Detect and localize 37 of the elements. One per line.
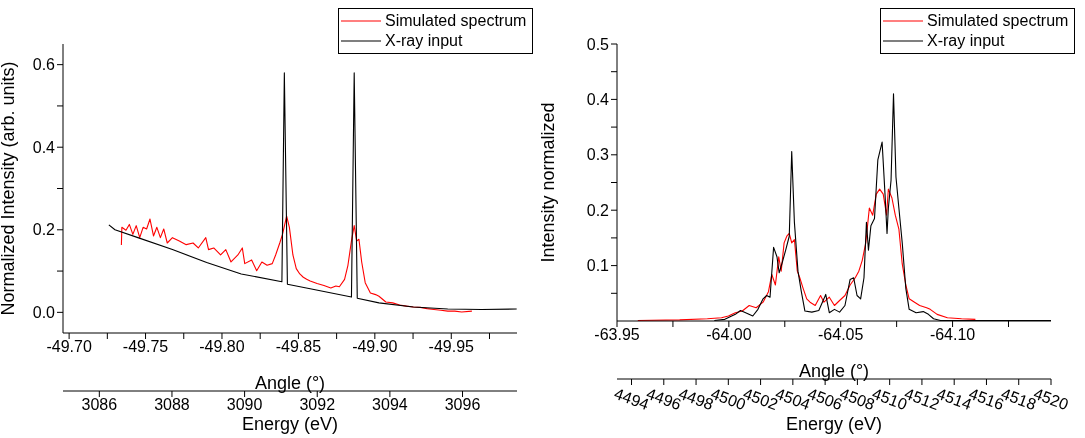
x-tick-label: -49.75 <box>122 338 169 356</box>
x2-axis-title: Energy (eV) <box>785 414 883 434</box>
y-tick-label: 0.5 <box>586 35 610 53</box>
x2-tick-label: 3096 <box>444 396 481 414</box>
x2-tick-label: 3092 <box>299 396 336 414</box>
x-tick-label: -49.80 <box>199 338 245 356</box>
line-series <box>120 215 473 313</box>
legend-label: Simulated spectrum <box>927 11 1069 31</box>
x2-tick-label: 3094 <box>372 396 408 414</box>
y-tick-label: 0.0 <box>32 304 56 322</box>
x-tick-label: -64.00 <box>706 326 752 344</box>
x-tick-label: -64.05 <box>818 326 864 344</box>
y-tick-label: 0.6 <box>32 56 56 74</box>
x-tick-label: -64.10 <box>929 326 976 344</box>
legend-label: Simulated spectrum <box>385 11 527 31</box>
x2-tick-label: 3088 <box>154 396 190 414</box>
y-tick-label: 0.2 <box>586 201 610 219</box>
x2-tick-label: 3086 <box>81 396 118 414</box>
y-axis-title: Normalized Intensity (arb. units) <box>0 61 19 316</box>
y-tick-label: 0.1 <box>586 257 610 275</box>
y-tick-label: 0.4 <box>586 91 610 109</box>
x-tick-label: -49.70 <box>46 338 92 356</box>
x-axis-title: Angle (°) <box>254 373 326 393</box>
y-axis-title: Intensity normalized <box>538 102 559 263</box>
x-tick-label: -63.95 <box>594 326 640 344</box>
legend-label: X-ray input <box>385 31 463 51</box>
x2-tick-label: 3090 <box>226 396 263 414</box>
x2-axis-title: Energy (eV) <box>241 414 339 434</box>
y-tick-label: 0.4 <box>32 138 56 156</box>
x-tick-label: -49.95 <box>428 338 475 356</box>
y-tick-label: 0.2 <box>32 221 56 239</box>
line-series <box>108 72 517 311</box>
y-tick-label: 0.3 <box>586 146 610 164</box>
x-axis-title: Angle (°) <box>798 361 870 381</box>
legend-label: X-ray input <box>927 31 1005 51</box>
x-tick-label: -49.90 <box>352 338 398 356</box>
x-tick-label: -49.85 <box>275 338 322 356</box>
